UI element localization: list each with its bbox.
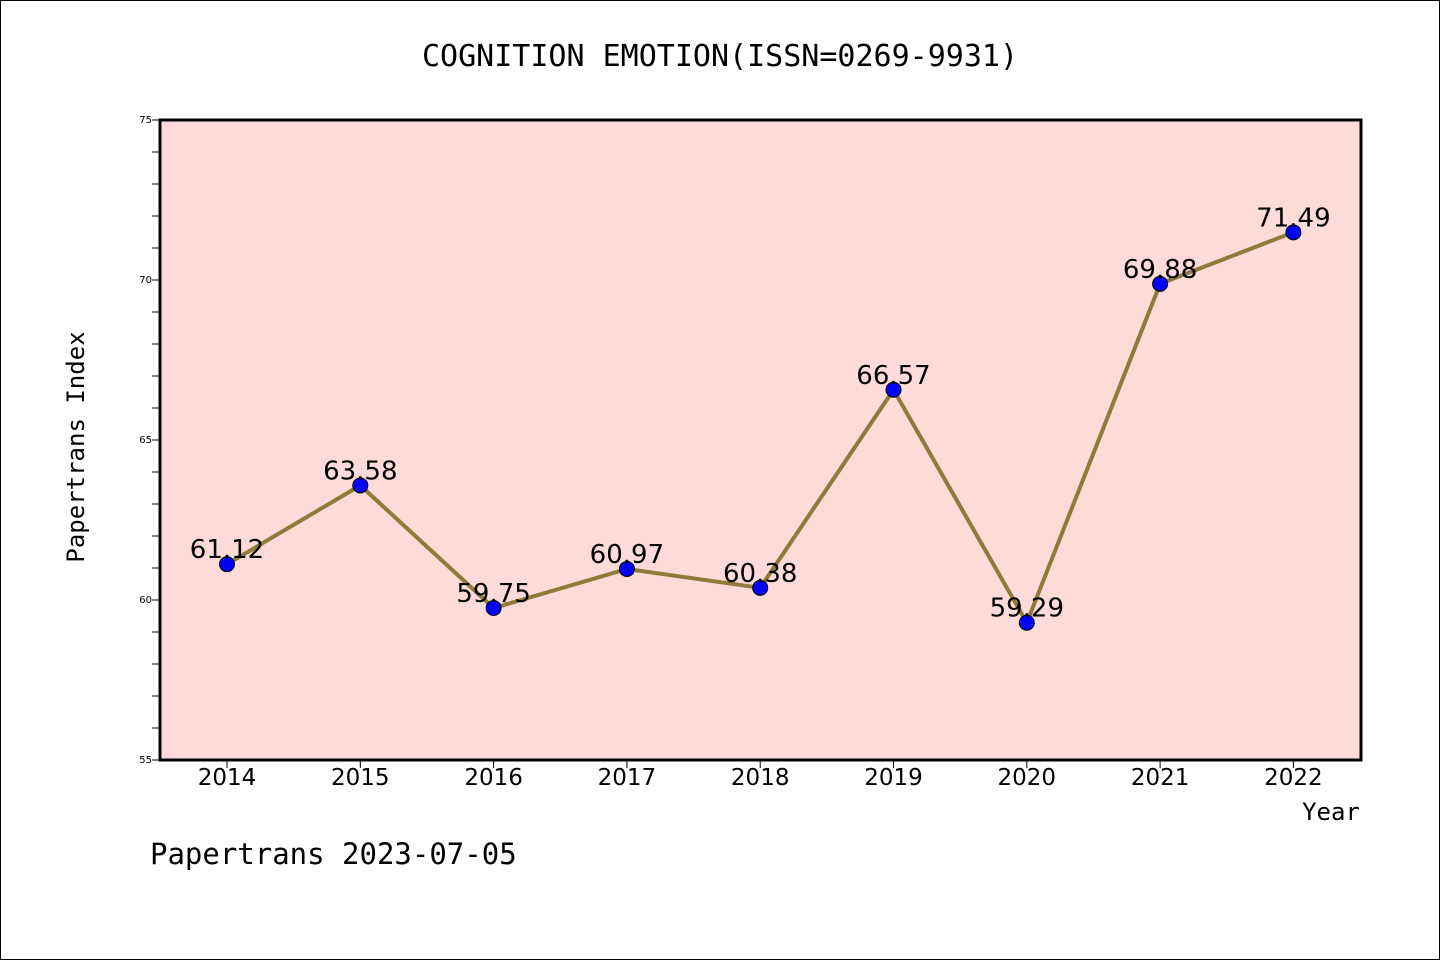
y-tick-label: 70 (139, 275, 152, 286)
plot-area (160, 120, 1361, 760)
data-point (752, 579, 769, 596)
x-tick-label: 2018 (731, 765, 790, 791)
data-point (485, 600, 502, 616)
y-axis-ticks: 55 60 65 70 75 (139, 115, 160, 766)
data-labels: 61.12 63.58 59.75 60.97 60.38 66.57 59.29 69.88… (190, 203, 1331, 623)
x-tick-label: 2022 (1264, 765, 1323, 791)
y-tick-label: 75 (139, 115, 152, 126)
x-tick-label: 2017 (598, 765, 657, 791)
data-point (1152, 275, 1169, 292)
data-label: 59.29 (990, 594, 1064, 624)
data-label: 60.38 (723, 559, 797, 589)
x-tick-label: 2019 (864, 765, 923, 791)
data-label: 60.97 (590, 540, 664, 570)
data-label: 61.12 (190, 535, 264, 565)
data-label: 69.88 (1123, 255, 1197, 285)
y-tick-label: 60 (139, 595, 152, 606)
data-label: 66.57 (856, 361, 930, 391)
chart-title: COGNITION EMOTION(ISSN=0269-9931) (422, 39, 1018, 74)
x-tick-label: 2021 (1131, 765, 1190, 791)
footer-text: Papertrans 2023-07-05 (150, 837, 517, 871)
data-label: 59.75 (456, 579, 530, 609)
data-label: 71.49 (1256, 203, 1330, 233)
x-tick-label: 2014 (198, 765, 257, 791)
y-tick-label: 65 (139, 435, 152, 446)
data-point (618, 560, 635, 577)
data-label: 63.58 (323, 456, 397, 486)
data-point (352, 477, 369, 494)
data-point (1285, 224, 1302, 241)
y-tick-label: 55 (139, 755, 152, 766)
x-tick-label: 2016 (464, 765, 523, 791)
x-tick-label: 2020 (998, 765, 1057, 791)
x-axis-ticks: 2014 2015 2016 2017 2018 2019 2020 2021 2022 (198, 760, 1323, 791)
series-markers (219, 224, 1302, 631)
data-point (885, 381, 902, 398)
data-point (1018, 614, 1035, 631)
plot-border (158, 118, 1363, 762)
y-axis-label: Papertrans Index (62, 331, 90, 562)
data-point (219, 556, 235, 573)
x-tick-label: 2015 (331, 765, 390, 791)
x-axis-label: Year (1302, 798, 1360, 826)
